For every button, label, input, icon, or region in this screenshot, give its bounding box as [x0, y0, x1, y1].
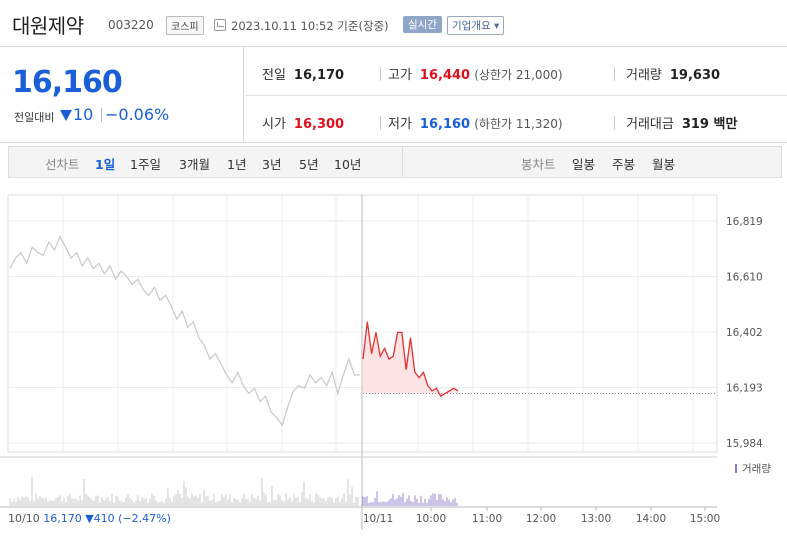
- prev-day-summary: 10/10 16,170 ▼410 (−2.47%): [8, 512, 171, 525]
- chart-tabs: 선차트 1일 1주일 3개월 1년 3년 5년 10년 봉차트 일봉 주봉 월봉: [8, 146, 782, 178]
- stock-code: 003220: [108, 18, 154, 32]
- current-price-box: 16,160 전일대비 10 −0.06%: [0, 47, 244, 143]
- tab-weekly[interactable]: 주봉: [612, 157, 636, 172]
- x-tick-label: 11:00: [472, 513, 502, 525]
- compare-label: 전일대비: [14, 111, 55, 124]
- x-tick-label: 10:00: [416, 513, 446, 525]
- tab-daily[interactable]: 일봉: [572, 157, 596, 172]
- datetime: 2023.10.11 10:52 기준(장중): [231, 19, 389, 33]
- x-tick-label: 14:00: [636, 513, 666, 525]
- tab-5y[interactable]: 5년: [299, 157, 319, 172]
- x-tick-label: 15:00: [690, 513, 720, 525]
- row-divider: [245, 95, 787, 96]
- price-change-pct: −0.06%: [100, 105, 170, 124]
- x-tick-label: 13:00: [581, 513, 611, 525]
- y-tick-label: 16,610: [726, 272, 763, 284]
- down-triangle-icon: [60, 110, 72, 121]
- tab-1y[interactable]: 1년: [227, 157, 247, 172]
- stock-header: 대원제약 003220 코스피 2023.10.11 10:52 기준(장중) …: [0, 0, 787, 46]
- low-price: 저가 16,160 (하한가 11,320): [388, 117, 563, 132]
- y-tick-label: 16,193: [726, 383, 763, 395]
- price-change: 10: [73, 105, 94, 124]
- today-area: [363, 321, 458, 397]
- prev-day-line: [9, 235, 360, 427]
- y-tick-label: 16,402: [726, 327, 763, 339]
- stock-name: 대원제약: [12, 14, 84, 38]
- current-price: 16,160: [12, 65, 123, 100]
- tab-3m[interactable]: 3개월: [179, 157, 210, 172]
- tab-1d[interactable]: 1일: [95, 157, 116, 172]
- today-line: [362, 321, 459, 398]
- y-tick-label: 15,984: [726, 438, 763, 450]
- x-tick-label: 10/11: [363, 513, 393, 525]
- high-price: 고가 16,440 (상한가 21,000): [388, 68, 563, 83]
- price-panel: 16,160 전일대비 10 −0.06% 전일 16,170 고가 16,440 …: [0, 46, 787, 143]
- line-chart-label: 선차트: [45, 157, 80, 172]
- volume-label: 거래량: [742, 463, 771, 475]
- realtime-button[interactable]: 실시간: [403, 16, 442, 33]
- open-price: 시가 16,300: [262, 117, 345, 132]
- tab-1w[interactable]: 1주일: [130, 157, 161, 172]
- volume: 거래량 19,630: [626, 68, 721, 83]
- y-tick-label: 16,819: [726, 216, 763, 228]
- x-tick-label: 12:00: [526, 513, 556, 525]
- market-badge: 코스피: [166, 16, 204, 35]
- candle-chart-label: 봉차트: [521, 157, 556, 172]
- volume-legend-mark: [735, 464, 737, 473]
- tab-3y[interactable]: 3년: [262, 157, 282, 172]
- prev-close: 전일 16,170: [262, 68, 345, 83]
- company-info-dropdown[interactable]: 기업개요 ▾: [447, 16, 505, 35]
- trade-amount: 거래대금 319 백만: [626, 117, 738, 132]
- tab-10y[interactable]: 10년: [334, 157, 362, 172]
- clock-icon: [214, 19, 226, 31]
- tab-monthly[interactable]: 월봉: [652, 157, 676, 172]
